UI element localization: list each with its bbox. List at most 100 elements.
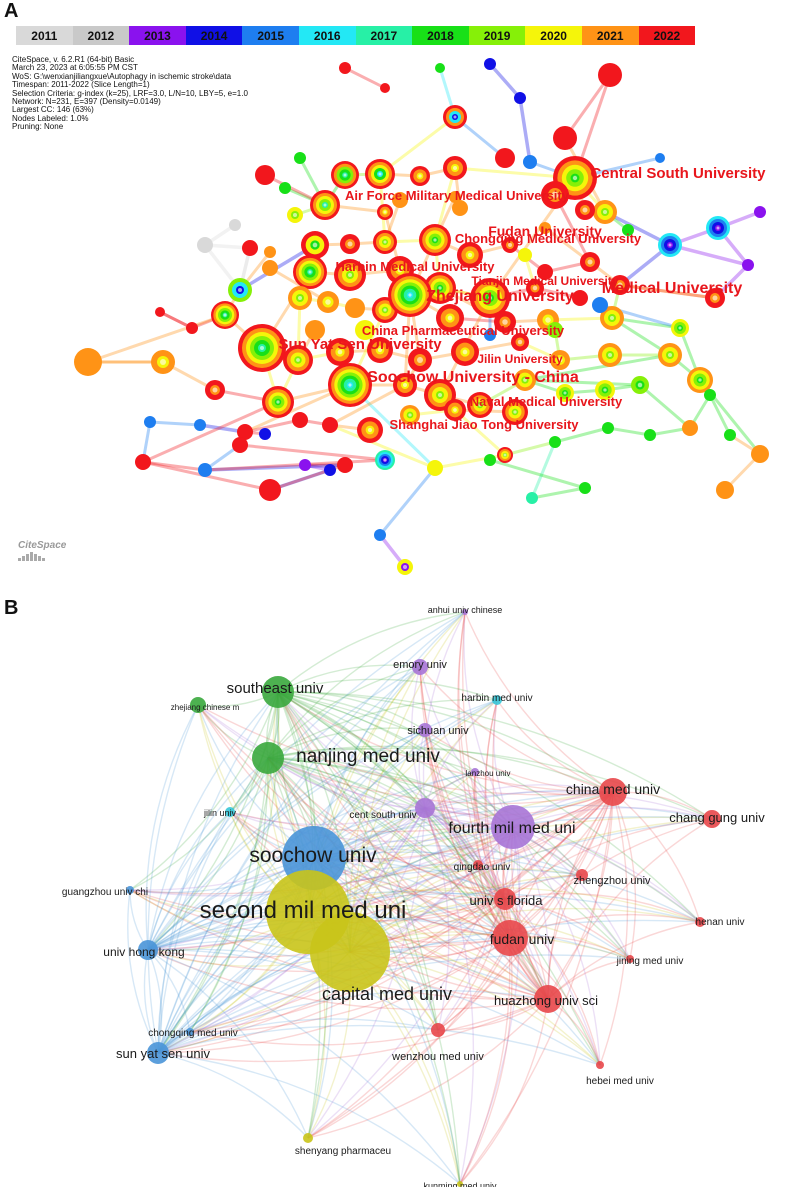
institution-node — [431, 1023, 445, 1037]
network-edge — [607, 426, 651, 437]
institution-node — [299, 459, 311, 471]
node-year-ring — [449, 191, 461, 203]
node-core — [582, 207, 588, 213]
node-core — [377, 347, 383, 353]
institution-label: univ hong kong — [103, 945, 184, 959]
coauthorship-link — [547, 874, 583, 1000]
node-core — [453, 408, 457, 412]
node-core — [603, 388, 607, 392]
institution-node — [151, 350, 175, 374]
coauthorship-link — [547, 818, 713, 1000]
institution-node — [388, 273, 432, 317]
institution-node — [452, 200, 468, 216]
network-edge — [524, 378, 641, 387]
institution-node — [357, 417, 383, 443]
coauthorship-link — [157, 729, 426, 1054]
node-year-ring — [232, 437, 248, 453]
node-core — [397, 267, 403, 273]
institution-node — [205, 380, 225, 400]
coauthorship-link — [143, 949, 159, 1054]
institution-label: anhui univ chinese — [428, 605, 503, 615]
institution-node — [367, 337, 393, 363]
year-2011: 2011 — [16, 26, 73, 45]
panel-b-letter: B — [4, 597, 19, 619]
coauthorship-link — [267, 757, 439, 1031]
institution-node — [279, 182, 291, 194]
institution-node — [135, 454, 151, 470]
year-2022: 2022 — [638, 26, 696, 45]
coauthorship-link — [197, 704, 614, 796]
institution-node — [671, 319, 689, 337]
institution-node — [262, 386, 294, 418]
institution-node — [549, 436, 561, 448]
coauthorship-link — [267, 666, 421, 759]
institution-node — [138, 940, 158, 960]
node-core — [716, 226, 720, 230]
coauthorship-link — [147, 949, 309, 1139]
node-core — [467, 252, 473, 258]
node-core — [337, 349, 343, 355]
coauthorship-link — [157, 1024, 601, 1066]
coauthorship-link — [147, 807, 426, 951]
institution-node — [155, 307, 165, 317]
coauthorship-link — [437, 898, 506, 1031]
institution-label: fudan univ — [490, 931, 555, 947]
node-year-ring — [435, 63, 445, 73]
node-year-ring — [514, 92, 526, 104]
network-edge — [453, 408, 507, 457]
coauthorship-link — [147, 949, 439, 1031]
coauthorship-link — [509, 791, 614, 939]
institution-node — [310, 190, 340, 220]
network-edge — [619, 283, 716, 300]
metadata-line: Nodes Labeled: 1.0% — [12, 113, 89, 123]
coauthorship-link — [197, 704, 549, 1000]
network-edge — [149, 420, 201, 427]
node-core — [418, 174, 422, 178]
institution-node — [514, 92, 526, 104]
coauthorship-link — [267, 747, 476, 773]
institution-node — [194, 419, 206, 431]
coauthorship-link — [504, 898, 631, 960]
coauthorship-link — [419, 666, 511, 939]
coauthorship-link — [197, 704, 426, 809]
institution-node — [419, 224, 451, 256]
institution-node — [596, 1061, 604, 1069]
institution-node — [610, 275, 630, 295]
network-edge — [504, 440, 556, 457]
year-2015: 2015 — [242, 26, 299, 45]
institution-node — [526, 279, 544, 297]
node-core — [160, 359, 166, 365]
coauthorship-link — [459, 826, 521, 1185]
institution-node — [144, 416, 156, 428]
node-core — [408, 413, 412, 417]
coauthorship-link — [547, 791, 614, 1000]
institution-node — [392, 192, 408, 208]
node-core — [438, 286, 442, 290]
institution-label: china med univ — [566, 781, 660, 797]
institution-node — [467, 392, 493, 418]
institution-node — [355, 320, 375, 340]
year-2018: 2018 — [412, 26, 469, 45]
node-core — [403, 565, 407, 569]
node-core — [383, 308, 387, 312]
institution-label: Shanghai Jiao Tong University — [389, 417, 579, 432]
institution-node — [471, 768, 479, 776]
institution-node — [186, 322, 198, 334]
coauthorship-link — [267, 727, 426, 759]
institution-node — [470, 278, 510, 318]
node-year-ring — [484, 58, 496, 70]
institution-node — [526, 492, 538, 504]
institution-node — [427, 460, 443, 476]
institution-node — [365, 159, 395, 189]
node-year-ring — [427, 460, 443, 476]
coauthorship-link — [157, 757, 269, 1054]
node-core — [343, 173, 347, 177]
node-year-ring — [305, 320, 325, 340]
institution-node — [644, 429, 656, 441]
institution-node — [237, 424, 253, 440]
institution-node — [600, 306, 624, 330]
institution-node — [511, 333, 529, 351]
coauthorship-link — [277, 664, 421, 693]
institution-node — [375, 450, 395, 470]
institution-node — [553, 126, 577, 150]
